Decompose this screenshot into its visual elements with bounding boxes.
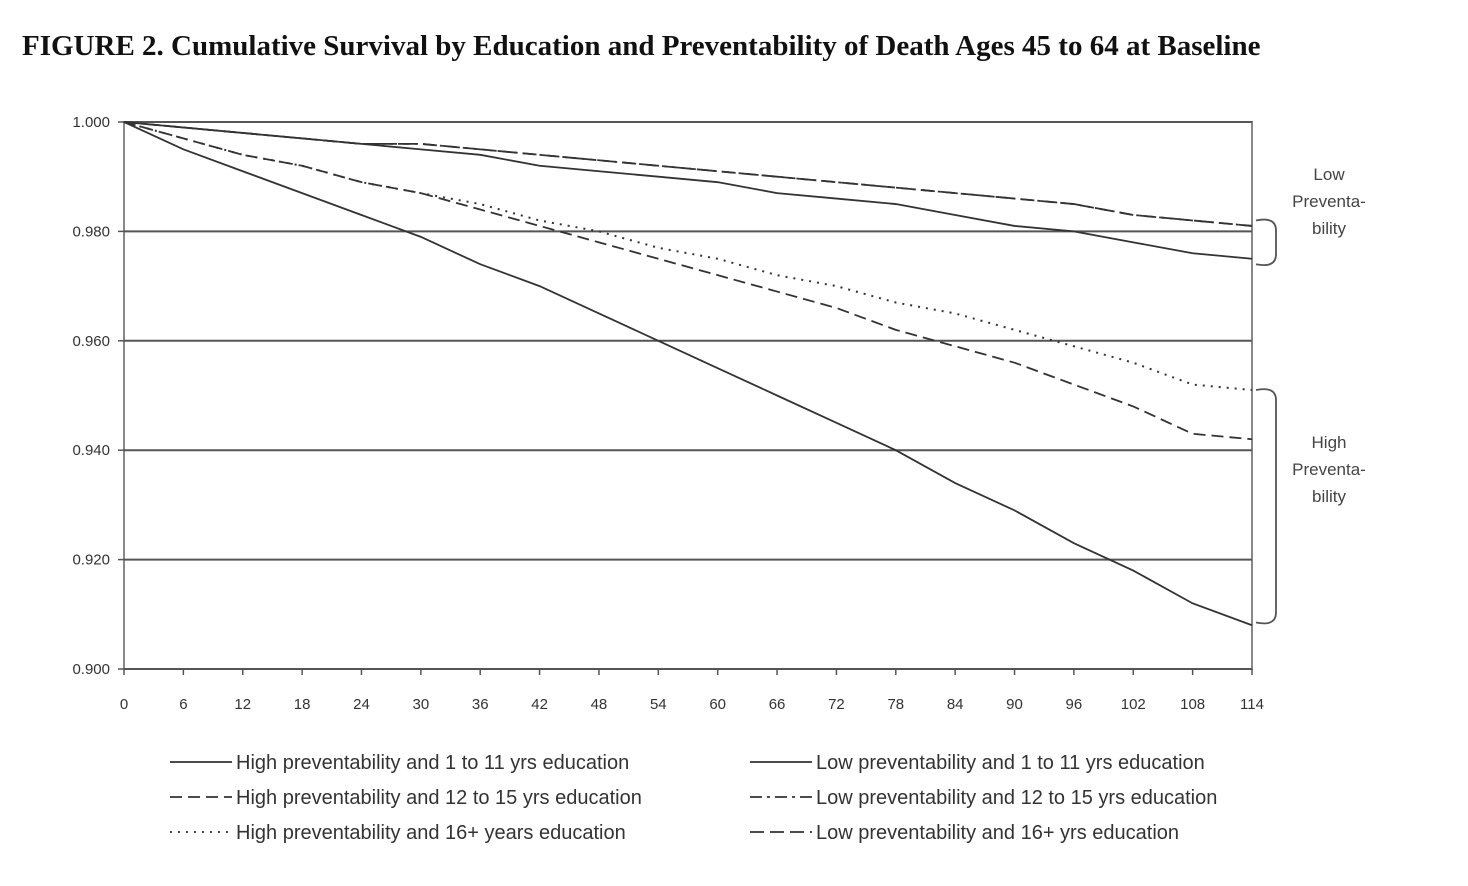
chart-title: FIGURE 2. Cumulative Survival by Educati…	[22, 30, 1261, 62]
x-tick-label: 12	[234, 696, 251, 713]
y-tick-label: 0.940	[72, 442, 110, 459]
y-tick-label: 0.980	[72, 223, 110, 240]
series-line-3	[123, 121, 1253, 392]
annotation-label: Preventa-	[1292, 192, 1366, 211]
x-tick-label: 54	[650, 696, 667, 713]
annotation-label: bility	[1312, 219, 1347, 238]
legend-label: Low preventability and 16+ yrs education	[816, 822, 1179, 844]
x-tick-label: 0	[120, 696, 128, 713]
x-tick-label: 114	[1240, 696, 1264, 713]
y-tick-label: 0.960	[72, 333, 110, 350]
legend-label: High preventability and 1 to 11 yrs educ…	[236, 752, 629, 774]
x-tick-label: 36	[472, 696, 489, 713]
annotation-label: High	[1312, 433, 1347, 452]
legend-label: Low preventability and 12 to 15 yrs educ…	[816, 787, 1217, 809]
x-tick-label: 108	[1180, 696, 1205, 713]
annotation-label: Preventa-	[1292, 460, 1366, 479]
x-tick-label: 24	[353, 696, 370, 713]
series-line-1	[123, 121, 1253, 627]
high-preventability-brace	[1255, 388, 1277, 625]
x-tick-label: 30	[412, 696, 429, 713]
x-tick-label: 60	[709, 696, 726, 713]
x-tick-label: 18	[294, 696, 311, 713]
x-tick-label: 66	[769, 696, 786, 713]
x-tick-label: 78	[887, 696, 904, 713]
y-tick-label: 0.920	[72, 552, 110, 569]
x-tick-label: 90	[1006, 696, 1023, 713]
low-preventability-brace	[1255, 218, 1277, 266]
legend-label: High preventability and 12 to 15 yrs edu…	[236, 787, 642, 809]
y-tick-label: 0.900	[72, 661, 110, 678]
plot-frame	[123, 121, 1253, 670]
legend-label: Low preventability and 1 to 11 yrs educa…	[816, 752, 1205, 774]
x-tick-label: 84	[947, 696, 964, 713]
x-tick-label: 102	[1121, 696, 1146, 713]
x-tick-label: 48	[591, 696, 608, 713]
legend-label: High preventability and 16+ years educat…	[236, 822, 626, 844]
annotation-label: Low	[1313, 165, 1345, 184]
y-tick-label: 1.000	[72, 114, 110, 131]
x-tick-label: 6	[179, 696, 187, 713]
annotation-label: bility	[1312, 487, 1347, 506]
x-tick-label: 42	[531, 696, 548, 713]
series-line-2	[123, 121, 1253, 441]
series-line-6	[123, 121, 1253, 227]
x-tick-label: 72	[828, 696, 845, 713]
x-tick-label: 96	[1066, 696, 1083, 713]
